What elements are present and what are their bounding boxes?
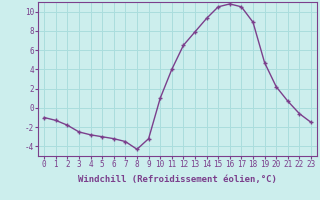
X-axis label: Windchill (Refroidissement éolien,°C): Windchill (Refroidissement éolien,°C) [78,175,277,184]
